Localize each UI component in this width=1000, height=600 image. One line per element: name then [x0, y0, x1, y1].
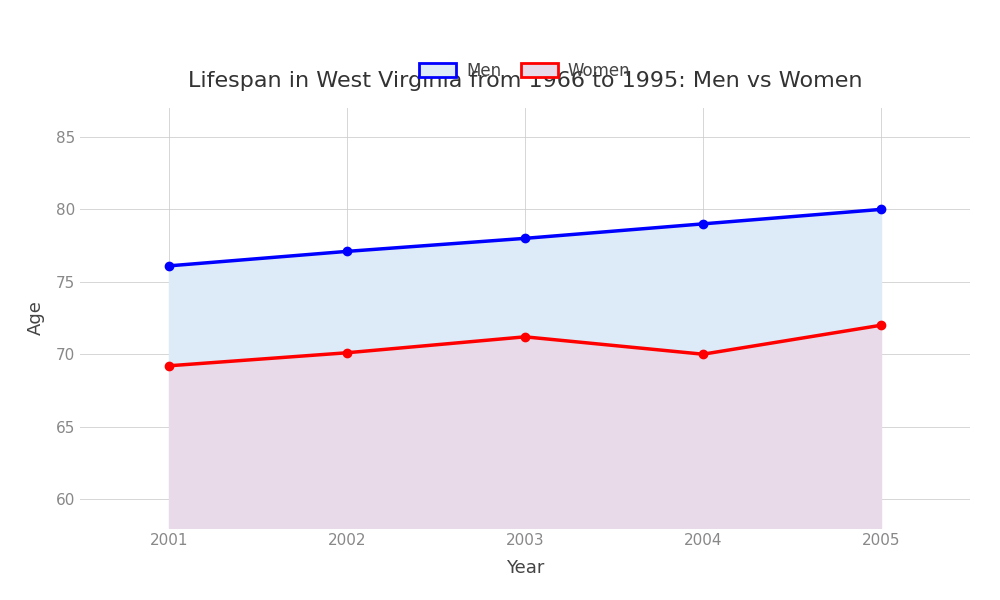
Y-axis label: Age: Age: [27, 301, 45, 335]
X-axis label: Year: Year: [506, 559, 544, 577]
Legend: Men, Women: Men, Women: [419, 62, 631, 80]
Title: Lifespan in West Virginia from 1966 to 1995: Men vs Women: Lifespan in West Virginia from 1966 to 1…: [188, 71, 862, 91]
